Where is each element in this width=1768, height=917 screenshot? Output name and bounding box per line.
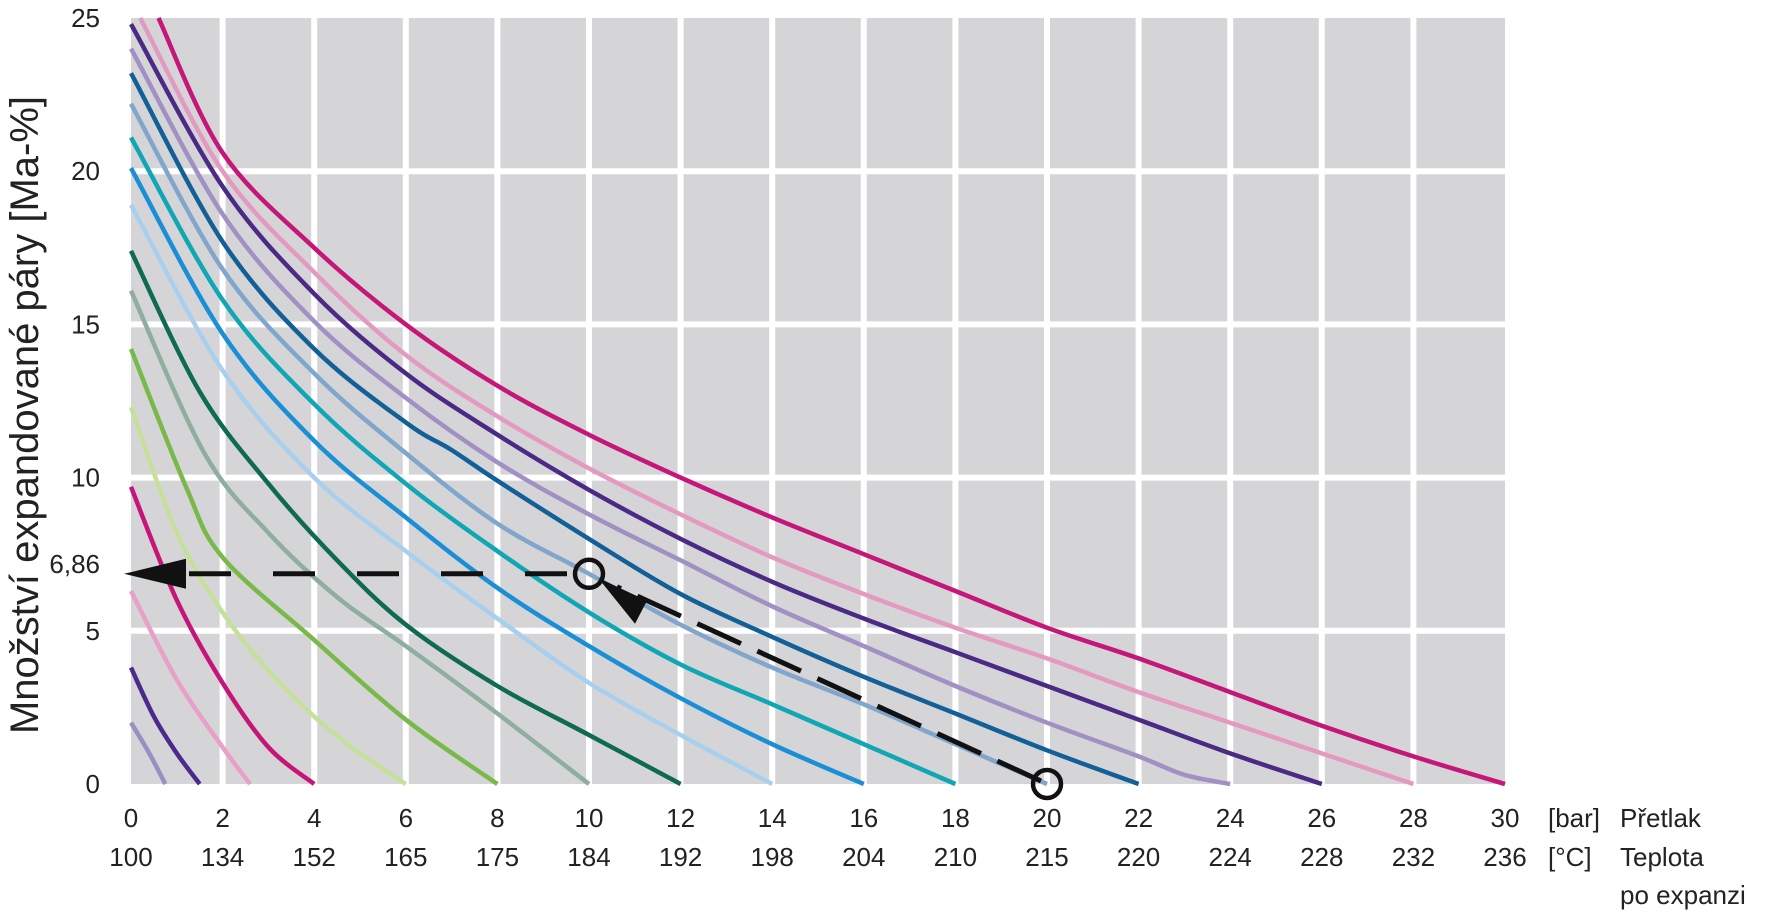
x-tick-label: 18: [941, 803, 970, 833]
x-tick-label: 6: [399, 803, 413, 833]
x2-tick-label: 192: [659, 842, 702, 872]
x-unit-label: [bar]: [1548, 803, 1600, 833]
x2-tick-label: 152: [293, 842, 336, 872]
x2-tick-label: 184: [567, 842, 610, 872]
x2-tick-label: 220: [1117, 842, 1160, 872]
x2-unit-label: [°C]: [1548, 842, 1592, 872]
x2-tick-label: 228: [1300, 842, 1343, 872]
y-tick-label: 0: [86, 769, 100, 799]
x2-tick-label: 215: [1025, 842, 1068, 872]
y-tick-label: 10: [71, 463, 100, 493]
x-tick-label: 8: [490, 803, 504, 833]
grid: [131, 18, 1505, 784]
curve-series: [129, 136, 957, 787]
x-tick-label: 10: [575, 803, 604, 833]
x2-tick-label: 175: [476, 842, 519, 872]
curves: [128, 16, 1506, 787]
curve-series: [129, 47, 1231, 787]
x2-axis-title-line2: po expanzi: [1620, 880, 1746, 910]
annotation: [124, 557, 1064, 801]
x2-tick-label: 232: [1392, 842, 1435, 872]
curve-series: [128, 289, 591, 786]
y-tick-label: 25: [71, 3, 100, 33]
x-tick-label: 4: [307, 803, 321, 833]
curve-series: [138, 16, 1415, 787]
x-tick-label: 28: [1399, 803, 1428, 833]
y-tick-label: 20: [71, 156, 100, 186]
x2-tick-label: 134: [201, 842, 244, 872]
curve-series: [156, 17, 1506, 787]
x-tick-label: 12: [666, 803, 695, 833]
x2-tick-label: 198: [751, 842, 794, 872]
curve-series: [128, 348, 499, 786]
x-tick-label: 0: [124, 803, 138, 833]
x2-tick-label: 165: [384, 842, 427, 872]
x2-axis-title-line1: Teplota: [1620, 842, 1704, 872]
curve-series: [129, 167, 865, 787]
annotation-start-marker: [1030, 767, 1064, 801]
x-tick-label: 30: [1491, 803, 1520, 833]
curve-series: [129, 721, 168, 786]
x-tick-label: 14: [758, 803, 787, 833]
annotation-value-label: 6,86: [49, 549, 100, 579]
curve-series: [129, 102, 1048, 787]
x-tick-label: 20: [1033, 803, 1062, 833]
annotation-arrow-head-diagonal: [598, 577, 647, 624]
curve-series: [128, 666, 202, 786]
y-axis-ticks: 0 5 10 15 20 25: [71, 3, 100, 799]
curve-series: [128, 406, 408, 786]
curve-series: [128, 485, 316, 786]
curve-series: [128, 589, 252, 786]
annotation-arrow-head-horizontal: [124, 558, 186, 589]
x2-tick-label: 224: [1209, 842, 1252, 872]
curve-series: [129, 203, 774, 786]
x-tick-label: 22: [1124, 803, 1153, 833]
curve-series: [128, 249, 682, 786]
y-tick-label: 15: [71, 309, 100, 339]
curve-series: [129, 72, 1140, 787]
x2-tick-label: 210: [934, 842, 977, 872]
x-axis-ticks: 0 2 4 6 8 10 12 14 16 18 20 22 24 26 28 30: [124, 803, 1520, 833]
x-axis-title: Přetlak: [1620, 803, 1702, 833]
x2-axis-ticks: 100 134 152 165 175 184 192 198 204 210 215 220 224 2…: [109, 842, 1526, 872]
x-tick-label: 24: [1216, 803, 1245, 833]
x2-tick-label: 204: [842, 842, 885, 872]
y-axis-title: Množství expandované páry [Ma-%]: [3, 96, 47, 734]
y-tick-label: 5: [86, 616, 100, 646]
curve-series: [129, 22, 1323, 787]
x-tick-label: 26: [1307, 803, 1336, 833]
annotation-diagonal-line: [615, 584, 1043, 784]
x2-tick-label: 100: [109, 842, 152, 872]
plot-background: [131, 18, 1505, 784]
x-tick-label: 2: [215, 803, 229, 833]
annotation-intersection-marker: [572, 557, 606, 591]
x2-tick-label: 236: [1483, 842, 1526, 872]
x-tick-label: 16: [849, 803, 878, 833]
